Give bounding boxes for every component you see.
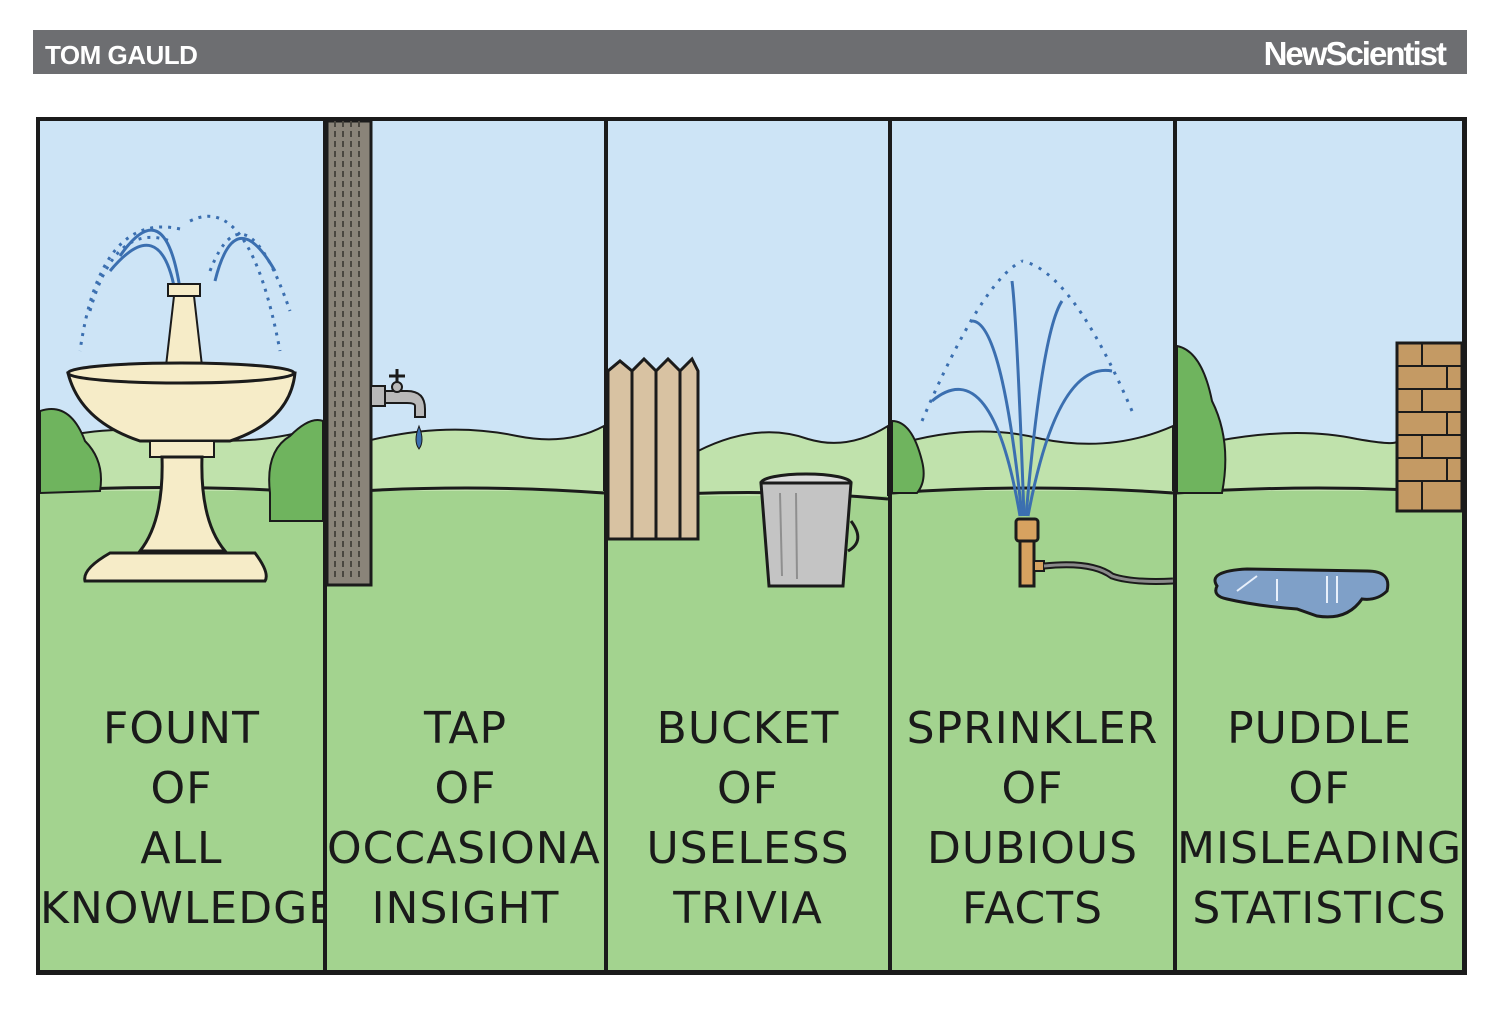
caption-line: STATISTICS bbox=[1192, 883, 1447, 934]
bucket-icon bbox=[759, 472, 860, 588]
caption-line: TRIVIA bbox=[673, 883, 823, 934]
caption-line: SPRINKLER bbox=[906, 703, 1159, 754]
fountain-icon bbox=[66, 214, 297, 583]
author-name: TOM GAULD bbox=[45, 40, 198, 70]
puddle-icon bbox=[1213, 567, 1390, 619]
caption-line: KNOWLEDGE bbox=[40, 883, 323, 934]
panel-caption: FOUNT OF ALL KNOWLEDGE bbox=[40, 699, 323, 939]
caption-line: OF bbox=[1001, 763, 1064, 814]
caption-line: OF bbox=[717, 763, 779, 814]
caption-line: MISLEADING bbox=[1177, 823, 1462, 874]
caption-line: OF bbox=[1288, 763, 1351, 814]
publication-logo: NewScientist bbox=[1263, 35, 1447, 72]
caption-line: FOUNT bbox=[103, 703, 260, 754]
panel-caption: SPRINKLER OF DUBIOUS FACTS bbox=[892, 699, 1173, 939]
caption-line: ALL bbox=[140, 823, 223, 874]
comic-strip: FOUNT OF ALL KNOWLEDGE TAP bbox=[36, 117, 1467, 975]
panel-puddle: PUDDLE OF MISLEADING STATISTICS bbox=[1177, 121, 1462, 970]
sprinkler-icon bbox=[920, 259, 1173, 588]
caption-line: OF bbox=[434, 763, 497, 814]
panel-fountain: FOUNT OF ALL KNOWLEDGE bbox=[40, 121, 323, 970]
panel-bucket: BUCKET OF USELESS TRIVIA bbox=[608, 121, 888, 970]
caption-line: USELESS bbox=[646, 823, 850, 874]
fence bbox=[608, 356, 700, 541]
caption-line: OF bbox=[150, 763, 213, 814]
header-banner: TOM GAULD NewScientist bbox=[33, 30, 1467, 74]
panel-caption: PUDDLE OF MISLEADING STATISTICS bbox=[1177, 699, 1462, 939]
caption-line: FACTS bbox=[961, 883, 1104, 934]
panel-caption: BUCKET OF USELESS TRIVIA bbox=[608, 699, 888, 939]
panel-sprinkler: SPRINKLER OF DUBIOUS FACTS bbox=[892, 121, 1173, 970]
caption-line: TAP bbox=[423, 703, 508, 754]
tap-icon bbox=[370, 369, 426, 450]
caption-line: BUCKET bbox=[656, 703, 840, 754]
caption-line: OCCASIONAL bbox=[327, 823, 604, 874]
panel-tap: TAP OF OCCASIONAL INSIGHT bbox=[327, 121, 604, 970]
brick-wall bbox=[1395, 341, 1462, 513]
caption-line: INSIGHT bbox=[371, 883, 560, 934]
caption-line: DUBIOUS bbox=[926, 823, 1138, 874]
caption-line: PUDDLE bbox=[1227, 703, 1412, 754]
panel-caption: TAP OF OCCASIONAL INSIGHT bbox=[327, 699, 604, 939]
tree-trunk bbox=[327, 121, 373, 587]
